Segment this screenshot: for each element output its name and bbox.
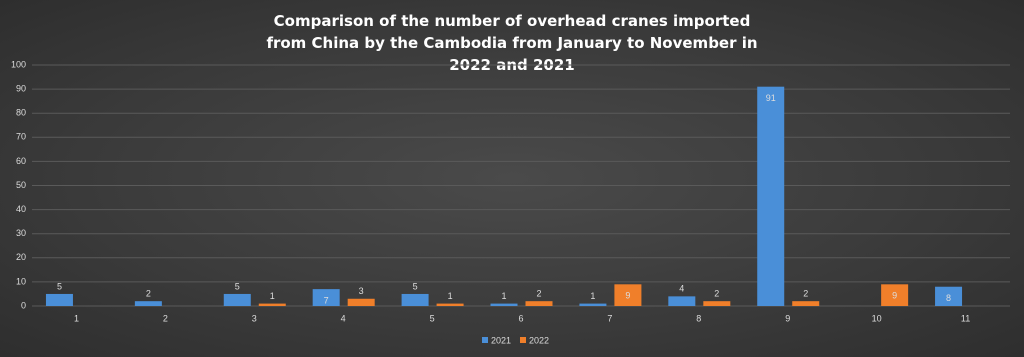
data-label: 2	[146, 289, 151, 299]
bar	[223, 293, 251, 306]
legend-swatch	[520, 337, 526, 343]
y-tick-label: 70	[16, 132, 26, 142]
y-tick-label: 40	[16, 204, 26, 214]
bar	[881, 284, 909, 306]
data-label: 2	[803, 289, 808, 299]
y-tick-label: 10	[16, 276, 26, 286]
legend-label: 2021	[491, 335, 511, 345]
y-tick-label: 60	[16, 156, 26, 166]
bar	[614, 284, 642, 306]
data-label: 1	[270, 291, 275, 301]
data-label: 4	[679, 284, 684, 294]
data-label: 5	[235, 281, 240, 291]
x-tick-label: 4	[341, 313, 346, 323]
data-label: 2	[536, 289, 541, 299]
bar	[757, 86, 785, 306]
y-tick-label: 100	[11, 59, 26, 69]
x-tick-label: 6	[518, 313, 523, 323]
x-tick-label: 10	[872, 313, 882, 323]
bar	[134, 301, 162, 306]
data-label: 1	[448, 291, 453, 301]
data-label: 8	[946, 293, 951, 303]
x-tick-label: 2	[163, 313, 168, 323]
x-tick-label: 11	[961, 313, 970, 323]
bar	[258, 303, 286, 306]
bar	[579, 303, 607, 306]
x-tick-label: 1	[74, 313, 79, 323]
x-tick-label: 3	[252, 313, 257, 323]
bar	[436, 303, 464, 306]
y-tick-label: 20	[16, 252, 26, 262]
y-tick-label: 90	[16, 83, 26, 93]
bar	[703, 301, 731, 306]
data-label: 2	[714, 289, 719, 299]
data-label: 5	[57, 281, 62, 291]
data-label: 91	[766, 93, 776, 103]
data-label: 7	[324, 296, 329, 306]
bar	[792, 301, 820, 306]
data-label: 1	[501, 291, 506, 301]
bar	[347, 298, 375, 306]
legend-swatch	[482, 337, 488, 343]
data-label: 9	[892, 291, 897, 301]
bar	[935, 286, 963, 306]
x-tick-label: 9	[785, 313, 790, 323]
bar	[668, 296, 696, 306]
bar	[525, 301, 553, 306]
data-label: 1	[590, 291, 595, 301]
y-tick-label: 80	[16, 108, 26, 118]
legend-label: 2022	[529, 335, 549, 345]
data-label: 3	[359, 286, 364, 296]
y-tick-label: 0	[21, 300, 26, 310]
chart-title: Comparison of the number of overhead cra…	[266, 12, 758, 74]
x-tick-label: 5	[430, 313, 435, 323]
y-tick-label: 30	[16, 228, 26, 238]
bar	[401, 293, 429, 306]
data-label: 9	[625, 291, 630, 301]
x-tick-label: 8	[696, 313, 701, 323]
bar	[490, 303, 518, 306]
y-tick-label: 50	[16, 180, 26, 190]
bar	[312, 289, 340, 306]
bar	[45, 293, 73, 306]
x-tick-label: 7	[607, 313, 612, 323]
data-label: 5	[413, 281, 418, 291]
